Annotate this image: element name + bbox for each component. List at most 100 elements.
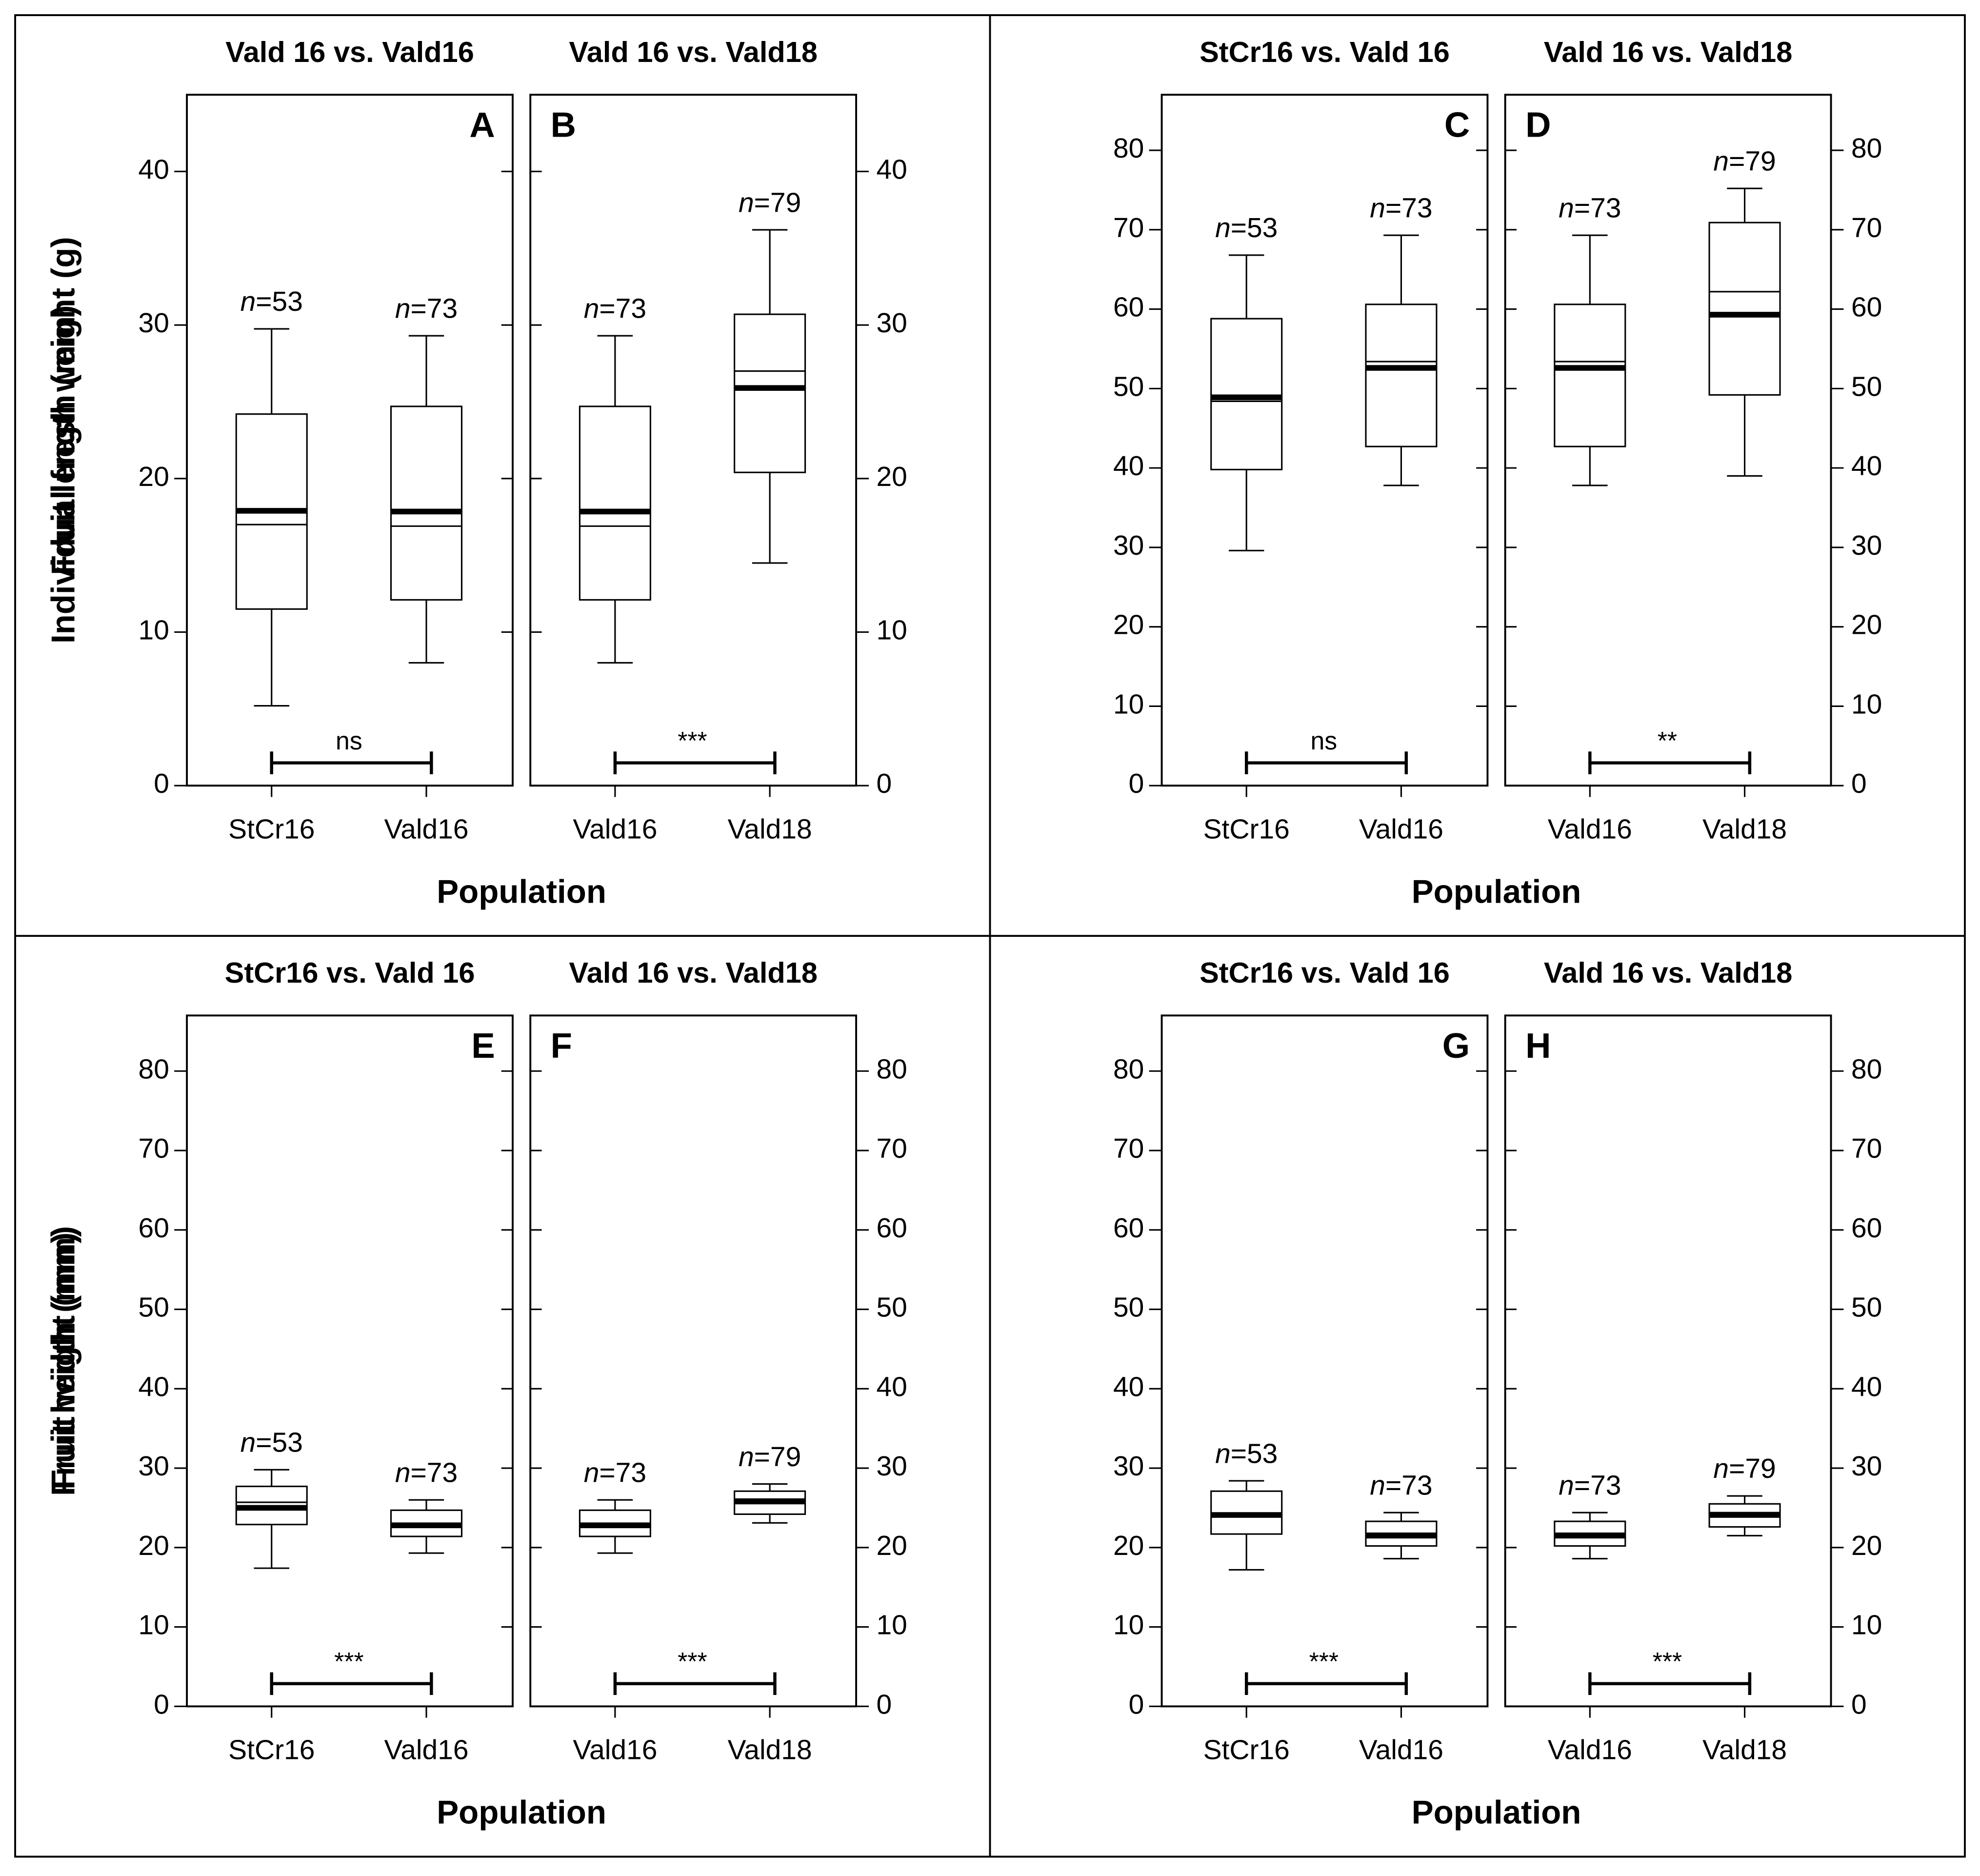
plot-frame: [529, 1014, 858, 1708]
box: [1365, 303, 1438, 447]
sig-label: ns: [336, 726, 362, 755]
y-tick-label: 0: [1129, 768, 1144, 799]
y-tick-label: 30: [877, 307, 907, 339]
y-tick-label: 60: [1113, 1212, 1144, 1244]
box: [1708, 222, 1781, 396]
y-tick-label: 40: [877, 154, 907, 185]
x-tick-label: StCr16: [228, 1735, 315, 1766]
n-label: n=79: [739, 1441, 801, 1473]
y-tick-label: 10: [877, 1610, 907, 1641]
y-tick-label: 70: [1113, 1133, 1144, 1164]
y-tick-label: 10: [1113, 688, 1144, 720]
y-tick-label: 10: [139, 1610, 169, 1641]
n-label: n=73: [1370, 193, 1432, 224]
y-tick-label: 0: [154, 1689, 169, 1720]
n-label: n=73: [395, 293, 458, 324]
y-tick-label: 0: [1129, 1689, 1144, 1720]
x-tick-label: StCr16: [228, 813, 315, 845]
y-tick-label: 80: [1851, 133, 1882, 164]
y-tick-label: 20: [1113, 609, 1144, 641]
y-tick-label: 10: [139, 615, 169, 646]
x-axis-label: Population: [1412, 874, 1581, 910]
sig-label: ***: [1653, 1647, 1682, 1675]
y-tick-label: 50: [1851, 371, 1882, 402]
y-tick-label: 80: [139, 1053, 169, 1085]
sig-label: **: [1658, 726, 1677, 755]
x-tick-label: Vald16: [384, 813, 468, 845]
y-tick-label: 70: [1851, 1133, 1882, 1164]
panel-title: Vald 16 vs. Vald16: [225, 36, 474, 68]
y-tick-label: 20: [139, 461, 169, 492]
x-axis-label: Population: [437, 874, 606, 910]
x-axis-label: Population: [1412, 1795, 1581, 1831]
x-axis-label: Population: [437, 1795, 606, 1831]
y-tick-label: 40: [139, 1371, 169, 1402]
panel-title: StCr16 vs. Vald 16: [1200, 956, 1450, 989]
y-tick-label: 10: [877, 615, 907, 646]
y-tick-label: 60: [139, 1212, 169, 1244]
x-tick-label: Vald16: [573, 1735, 657, 1766]
y-tick-label: 60: [877, 1212, 907, 1244]
y-tick-label: 70: [1851, 212, 1882, 243]
sig-label: ***: [678, 1647, 707, 1675]
plot-frame: [1160, 1014, 1489, 1708]
panel-letter: F: [551, 1026, 572, 1066]
n-label: n=73: [1559, 193, 1621, 224]
y-tick-label: 50: [1851, 1292, 1882, 1323]
y-tick-label: 80: [877, 1053, 907, 1085]
panel-letter: A: [469, 105, 495, 145]
panel-letter: E: [471, 1026, 495, 1066]
x-tick-label: StCr16: [1203, 813, 1290, 845]
y-axis-label: Individual fresh weight (g): [45, 237, 81, 644]
box: [579, 405, 651, 601]
x-tick-label: Vald16: [573, 813, 657, 845]
box: [1554, 303, 1626, 447]
n-label: n=73: [395, 1457, 458, 1488]
x-tick-label: Vald16: [1548, 1735, 1632, 1766]
y-tick-label: 40: [1851, 450, 1882, 482]
sig-label: ***: [1309, 1647, 1339, 1675]
y-tick-label: 30: [139, 307, 169, 339]
n-label: n=73: [1559, 1470, 1621, 1501]
sig-label: ***: [334, 1647, 363, 1675]
y-tick-label: 50: [1113, 1292, 1144, 1323]
n-label: n=53: [1215, 212, 1278, 243]
y-axis-label: Fruit length (mm): [45, 305, 81, 575]
x-tick-label: Vald18: [728, 1735, 812, 1766]
n-label: n=53: [1215, 1438, 1278, 1469]
y-tick-label: 60: [1851, 292, 1882, 323]
y-tick-label: 60: [1851, 1212, 1882, 1244]
n-label: n=79: [739, 187, 801, 218]
panel-letter: H: [1525, 1026, 1551, 1066]
x-tick-label: Vald18: [728, 813, 812, 845]
y-tick-label: 0: [1851, 1689, 1867, 1720]
y-tick-label: 30: [1851, 1451, 1882, 1482]
y-tick-label: 20: [877, 461, 907, 492]
x-tick-label: Vald18: [1702, 813, 1787, 845]
plot-frame: [1160, 94, 1489, 787]
y-tick-label: 30: [1113, 1451, 1144, 1482]
panel-title: Vald 16 vs. Vald18: [569, 36, 818, 68]
box: [734, 313, 806, 473]
y-axis-label: Fruit height (mm): [45, 1226, 81, 1496]
x-tick-label: Vald16: [1359, 813, 1443, 845]
panel-letter: B: [551, 105, 576, 145]
sig-label: ***: [678, 726, 707, 755]
plot-frame: [529, 94, 858, 787]
panel-letter: C: [1444, 105, 1470, 145]
n-label: n=79: [1713, 1453, 1776, 1484]
y-tick-label: 10: [1851, 1610, 1882, 1641]
y-tick-label: 80: [1113, 133, 1144, 164]
x-tick-label: Vald18: [1702, 1735, 1787, 1766]
x-tick-label: StCr16: [1203, 1735, 1290, 1766]
sig-label: ns: [1310, 726, 1337, 755]
y-tick-label: 40: [1113, 450, 1144, 482]
y-tick-label: 40: [877, 1371, 907, 1402]
y-tick-label: 30: [877, 1451, 907, 1482]
plot-frame: [1504, 1014, 1832, 1708]
n-label: n=53: [240, 1427, 303, 1458]
y-tick-label: 0: [154, 768, 169, 799]
y-tick-label: 0: [877, 1689, 892, 1720]
panel-letter: G: [1442, 1026, 1470, 1066]
y-tick-label: 30: [139, 1451, 169, 1482]
